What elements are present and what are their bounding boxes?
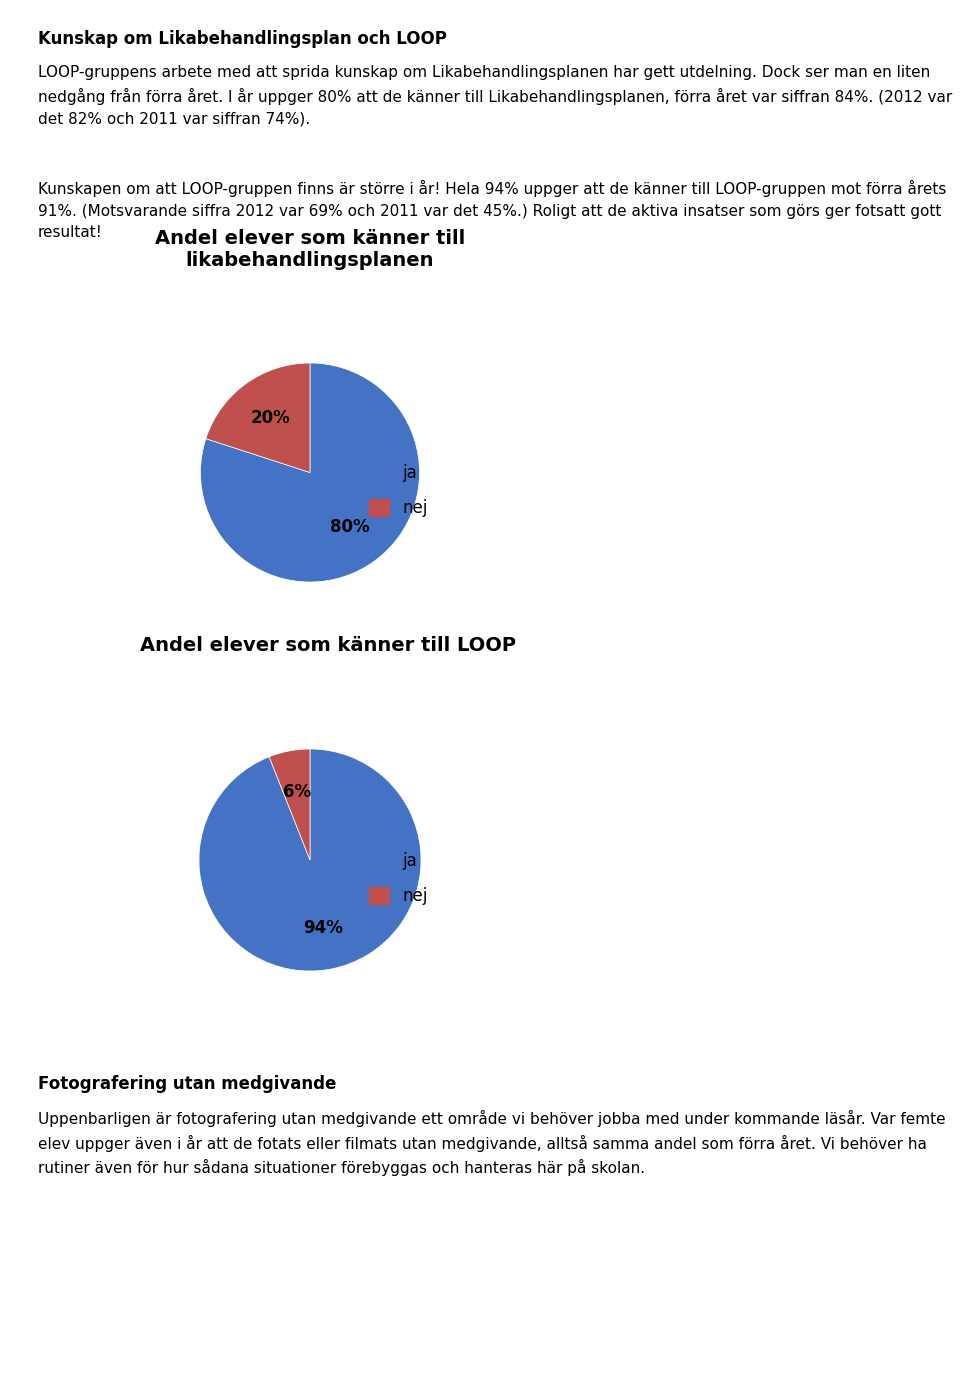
Text: 20%: 20% [251, 408, 290, 427]
Wedge shape [199, 750, 421, 971]
Wedge shape [201, 362, 420, 582]
Wedge shape [269, 750, 310, 860]
Title: Andel elever som känner till
likabehandlingsplanen: Andel elever som känner till likabehandl… [155, 229, 466, 270]
Text: Kunskap om Likabehandlingsplan och LOOP: Kunskap om Likabehandlingsplan och LOOP [38, 30, 446, 48]
Wedge shape [205, 362, 310, 473]
Text: 80%: 80% [330, 518, 370, 536]
Text: LOOP-gruppens arbete med att sprida kunskap om Likabehandlingsplanen har gett ut: LOOP-gruppens arbete med att sprida kuns… [38, 65, 952, 127]
Legend: ja, nej: ja, nej [363, 845, 435, 912]
Text: Kunskapen om att LOOP-gruppen finns är större i år! Hela 94% uppger att de känne: Kunskapen om att LOOP-gruppen finns är s… [38, 181, 947, 240]
Text: Uppenbarligen är fotografering utan medgivande ett område vi behöver jobba med u: Uppenbarligen är fotografering utan medg… [38, 1111, 946, 1177]
Text: 94%: 94% [303, 919, 343, 937]
Text: 6%: 6% [283, 784, 311, 802]
Legend: ja, nej: ja, nej [362, 457, 434, 524]
Text: Andel elever som känner till LOOP: Andel elever som känner till LOOP [140, 635, 516, 655]
Text: Fotografering utan medgivande: Fotografering utan medgivande [38, 1075, 336, 1093]
